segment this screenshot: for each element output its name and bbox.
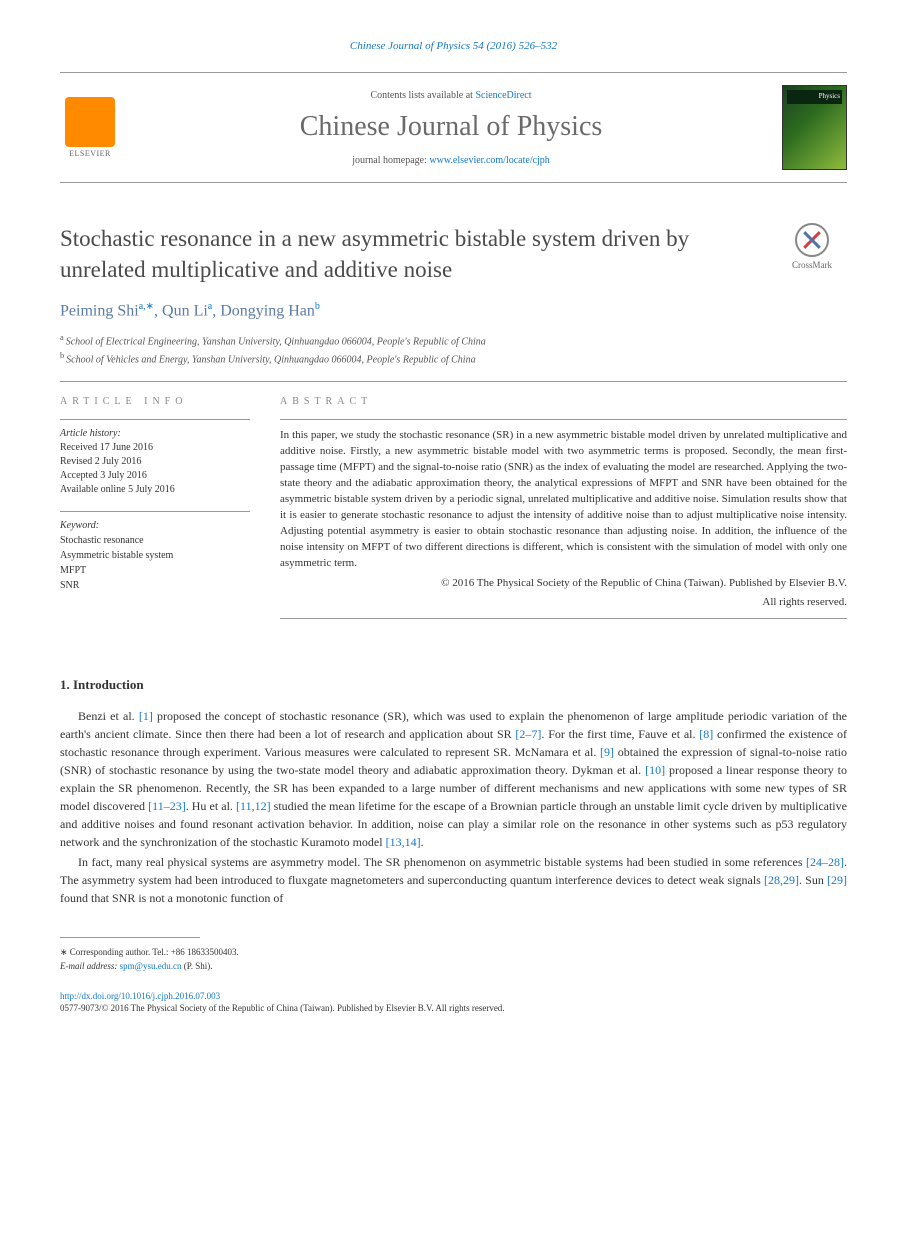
p1-text-i: . bbox=[421, 835, 424, 849]
elsevier-tree-icon bbox=[65, 97, 115, 147]
author-2[interactable]: Qun Li bbox=[162, 302, 208, 319]
ref-11-23[interactable]: [11–23] bbox=[148, 799, 186, 813]
email-line: E-mail address: spm@ysu.edu.cn (P. Shi). bbox=[60, 960, 847, 974]
affiliations: aSchool of Electrical Engineering, Yansh… bbox=[60, 332, 847, 367]
sciencedirect-link[interactable]: ScienceDirect bbox=[475, 90, 531, 101]
info-divider-2 bbox=[60, 511, 250, 512]
ref-13-14[interactable]: [13,14] bbox=[386, 835, 421, 849]
p1-text-a: Benzi et al. bbox=[78, 709, 139, 723]
issn-copyright: 0577-9073/© 2016 The Physical Society of… bbox=[60, 1003, 847, 1013]
abstract-divider-bottom bbox=[280, 618, 847, 619]
ref-1[interactable]: [1] bbox=[139, 709, 153, 723]
copyright-line-1: © 2016 The Physical Society of the Repub… bbox=[280, 576, 847, 591]
keyword-label: Keyword: bbox=[60, 520, 250, 531]
keyword-1: Stochastic resonance bbox=[60, 533, 250, 548]
corresponding-author-note: ∗ Corresponding author. Tel.: +86 186335… bbox=[60, 946, 847, 960]
ref-8[interactable]: [8] bbox=[699, 727, 713, 741]
affiliation-a: aSchool of Electrical Engineering, Yansh… bbox=[60, 332, 847, 349]
homepage-line: journal homepage: www.elsevier.com/locat… bbox=[120, 155, 782, 166]
author-3-affil: b bbox=[315, 301, 320, 312]
crossmark-icon bbox=[795, 223, 829, 257]
abstract-divider bbox=[280, 419, 847, 420]
abstract-heading: ABSTRACT bbox=[280, 396, 847, 407]
history-label: Article history: bbox=[60, 428, 250, 439]
journal-title: Chinese Journal of Physics bbox=[120, 111, 782, 143]
p2-text-a: In fact, many real physical systems are … bbox=[78, 855, 806, 869]
abstract-text: In this paper, we study the stochastic r… bbox=[280, 428, 847, 571]
ref-2-7[interactable]: [2–7] bbox=[515, 727, 541, 741]
ref-28-29[interactable]: [28,29] bbox=[764, 873, 799, 887]
history-revised: Revised 2 July 2016 bbox=[60, 455, 250, 469]
divider-top bbox=[60, 381, 847, 382]
ref-29[interactable]: [29] bbox=[827, 873, 847, 887]
email-link[interactable]: spm@ysu.edu.cn bbox=[120, 961, 182, 971]
author-1[interactable]: Peiming Shi bbox=[60, 302, 139, 319]
article-history-block: Article history: Received 17 June 2016 R… bbox=[60, 428, 250, 497]
crossmark-badge[interactable]: CrossMark bbox=[777, 223, 847, 270]
doi-link[interactable]: http://dx.doi.org/10.1016/j.cjph.2016.07… bbox=[60, 991, 847, 1001]
history-accepted: Accepted 3 July 2016 bbox=[60, 469, 250, 483]
article-info-column: ARTICLE INFO Article history: Received 1… bbox=[60, 396, 250, 627]
intro-para-2: In fact, many real physical systems are … bbox=[60, 853, 847, 907]
author-1-affil: a,∗ bbox=[139, 301, 154, 312]
p2-text-d: found that SNR is not a monotonic functi… bbox=[60, 891, 283, 905]
contents-available-line: Contents lists available at ScienceDirec… bbox=[120, 90, 782, 101]
publisher-name: ELSEVIER bbox=[69, 149, 111, 158]
affil-a-text: School of Electrical Engineering, Yansha… bbox=[66, 337, 486, 348]
introduction-section: 1. Introduction Benzi et al. [1] propose… bbox=[60, 677, 847, 907]
affil-b-sup: b bbox=[60, 351, 64, 360]
cover-label: Physics bbox=[819, 92, 840, 100]
introduction-heading: 1. Introduction bbox=[60, 677, 847, 693]
journal-reference: Chinese Journal of Physics 54 (2016) 526… bbox=[60, 40, 847, 52]
p1-text-g: . Hu et al. bbox=[186, 799, 236, 813]
info-divider bbox=[60, 419, 250, 420]
header-band: ELSEVIER Contents lists available at Sci… bbox=[60, 72, 847, 183]
affiliation-b: bSchool of Vehicles and Energy, Yanshan … bbox=[60, 350, 847, 367]
authors-line: Peiming Shia,∗, Qun Lia, Dongying Hanb bbox=[60, 301, 847, 320]
homepage-prefix: journal homepage: bbox=[352, 155, 429, 166]
affil-a-sup: a bbox=[60, 333, 64, 342]
article-info-heading: ARTICLE INFO bbox=[60, 396, 250, 407]
contents-prefix: Contents lists available at bbox=[370, 90, 475, 101]
article-title: Stochastic resonance in a new asymmetric… bbox=[60, 223, 777, 285]
keyword-2: Asymmetric bistable system bbox=[60, 548, 250, 563]
keyword-4: SNR bbox=[60, 578, 250, 593]
ref-24-28[interactable]: [24–28] bbox=[806, 855, 844, 869]
publisher-logo[interactable]: ELSEVIER bbox=[60, 93, 120, 163]
crossmark-label: CrossMark bbox=[777, 260, 847, 270]
abstract-column: ABSTRACT In this paper, we study the sto… bbox=[280, 396, 847, 627]
keyword-3: MFPT bbox=[60, 563, 250, 578]
ref-10[interactable]: [10] bbox=[645, 763, 665, 777]
intro-para-1: Benzi et al. [1] proposed the concept of… bbox=[60, 707, 847, 851]
header-center: Contents lists available at ScienceDirec… bbox=[120, 90, 782, 166]
copyright-line-2: All rights reserved. bbox=[280, 595, 847, 610]
email-label: E-mail address: bbox=[60, 961, 120, 971]
journal-cover-thumbnail[interactable]: Physics bbox=[782, 85, 847, 170]
title-row: Stochastic resonance in a new asymmetric… bbox=[60, 223, 847, 285]
author-2-affil: a bbox=[208, 301, 212, 312]
p1-text-c: . For the first time, Fauve et al. bbox=[541, 727, 699, 741]
ref-11-12[interactable]: [11,12] bbox=[236, 799, 271, 813]
page-container: Chinese Journal of Physics 54 (2016) 526… bbox=[0, 0, 907, 1053]
affil-b-text: School of Vehicles and Energy, Yanshan U… bbox=[66, 354, 475, 365]
ref-9[interactable]: [9] bbox=[600, 745, 614, 759]
footnote-separator bbox=[60, 937, 200, 938]
author-3[interactable]: Dongying Han bbox=[220, 302, 315, 319]
history-received: Received 17 June 2016 bbox=[60, 441, 250, 455]
email-suffix: (P. Shi). bbox=[181, 961, 212, 971]
history-online: Available online 5 July 2016 bbox=[60, 483, 250, 497]
keywords-block: Keyword: Stochastic resonance Asymmetric… bbox=[60, 520, 250, 593]
p2-text-c: . Sun bbox=[799, 873, 827, 887]
homepage-link[interactable]: www.elsevier.com/locate/cjph bbox=[429, 155, 549, 166]
info-abstract-row: ARTICLE INFO Article history: Received 1… bbox=[60, 396, 847, 627]
